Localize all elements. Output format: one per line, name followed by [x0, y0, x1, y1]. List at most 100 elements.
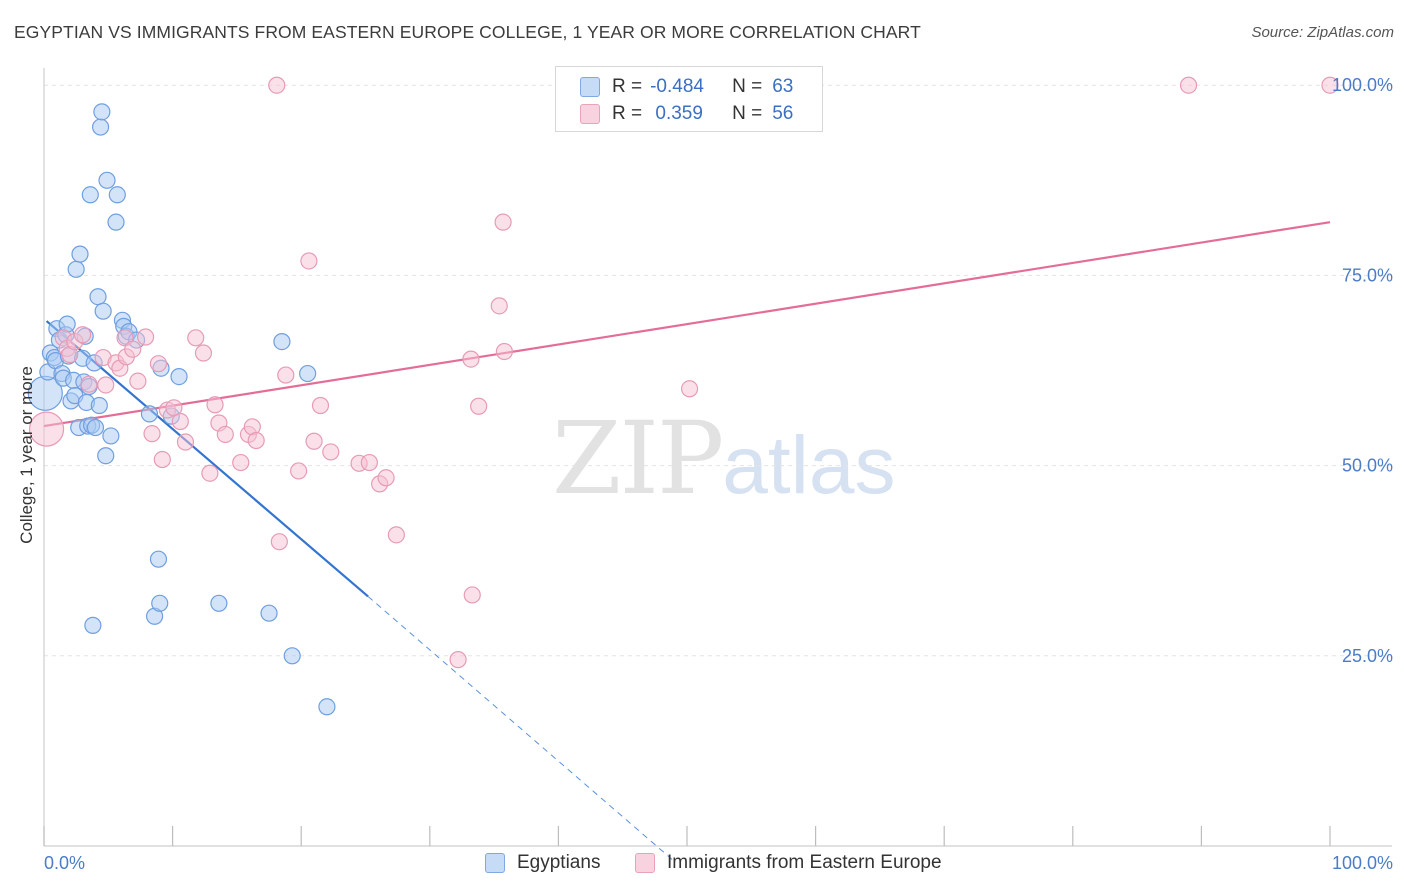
point-egyptians: [90, 396, 108, 415]
legend-swatch-blue: [580, 77, 600, 97]
point-egyptians: [67, 260, 85, 278]
legend-r-label: R =: [612, 103, 643, 124]
point-eastern-europe: [149, 355, 168, 373]
point-eastern-europe: [201, 464, 219, 482]
series-legend-label: Immigrants from Eastern Europe: [667, 852, 942, 873]
point-eastern-europe: [322, 443, 340, 461]
point-eastern-europe: [247, 431, 265, 450]
point-eastern-europe: [216, 425, 234, 444]
watermark-zip: ZIP: [552, 400, 724, 517]
point-egyptians: [151, 594, 169, 612]
point-egyptians: [299, 364, 317, 383]
point-eastern-europe: [268, 76, 286, 94]
series-legend-label: Egyptians: [517, 852, 601, 873]
legend-row-eastern-europe: R = 0.359 N = 56: [580, 102, 793, 126]
grid: [44, 84, 1392, 657]
point-egyptians: [98, 171, 116, 189]
x-tick-label: 100.0%: [1332, 853, 1393, 873]
point-eastern-europe: [270, 533, 288, 551]
trend-line-eastern-europe: [43, 221, 1331, 428]
series-legend-egyptians[interactable]: Egyptians: [485, 852, 600, 874]
point-eastern-europe: [153, 450, 171, 469]
point-eastern-europe: [73, 326, 92, 344]
point-eastern-europe: [680, 380, 699, 398]
point-eastern-europe: [462, 350, 480, 368]
point-egyptians: [283, 647, 301, 665]
source-credit: Source: ZipAtlas.com: [1251, 24, 1394, 41]
point-eastern-europe: [490, 297, 508, 315]
point-eastern-europe: [300, 252, 318, 270]
point-eastern-europe: [232, 453, 250, 472]
point-egyptians: [71, 245, 89, 263]
point-egyptians: [93, 103, 111, 121]
point-eastern-europe: [494, 213, 512, 231]
legend-r-label: R =: [612, 76, 643, 97]
legend-r-value: 0.359: [650, 103, 703, 124]
point-eastern-europe: [28, 411, 65, 447]
point-eastern-europe: [143, 425, 161, 443]
point-egyptians: [140, 405, 159, 423]
point-egyptians: [97, 447, 115, 465]
point-egyptians: [210, 594, 228, 612]
y-tick-label: 100.0%: [1332, 75, 1393, 95]
y-tick-label: 50.0%: [1342, 456, 1393, 476]
point-eastern-europe: [290, 462, 308, 480]
point-egyptians: [149, 550, 168, 568]
point-egyptians: [89, 288, 107, 306]
point-egyptians: [91, 118, 110, 136]
point-eastern-europe: [360, 453, 378, 472]
point-eastern-europe: [194, 344, 213, 362]
point-eastern-europe: [80, 375, 98, 393]
point-eastern-europe: [97, 376, 115, 394]
point-eastern-europe: [187, 329, 205, 347]
point-eastern-europe: [206, 396, 224, 414]
legend-n-value: 63: [772, 76, 794, 97]
x-tick-label: 0.0%: [44, 853, 85, 873]
point-eastern-europe: [1179, 76, 1198, 94]
point-eastern-europe: [1321, 76, 1339, 94]
y-tick-label: 75.0%: [1342, 265, 1393, 285]
data-points: [27, 76, 1339, 716]
point-eastern-europe: [305, 432, 323, 450]
correlation-legend: R = -0.484 N = 63 R = 0.359 N = 56: [555, 66, 823, 132]
point-eastern-europe: [124, 340, 142, 358]
axes: [43, 68, 1392, 847]
point-egyptians: [107, 213, 125, 231]
legend-r-value: -0.484: [650, 76, 704, 97]
trend-lines: [43, 221, 1331, 862]
point-egyptians: [170, 367, 188, 386]
point-egyptians: [94, 302, 112, 320]
point-eastern-europe: [463, 586, 481, 604]
point-egyptians: [102, 427, 120, 445]
point-egyptians: [84, 616, 102, 634]
point-eastern-europe: [277, 366, 295, 384]
series-swatch-pink: [635, 853, 655, 873]
legend-swatch-pink: [580, 104, 600, 124]
point-eastern-europe: [171, 412, 189, 431]
series-swatch-blue: [485, 853, 505, 873]
trend-line-egyptians-extrapolated: [367, 596, 675, 862]
point-egyptians: [81, 186, 99, 204]
point-egyptians: [273, 333, 291, 351]
legend-row-egyptians: R = -0.484 N = 63: [580, 75, 793, 99]
point-eastern-europe: [311, 396, 330, 415]
point-egyptians: [86, 418, 105, 437]
point-egyptians: [108, 186, 126, 204]
chart-title: EGYPTIAN VS IMMIGRANTS FROM EASTERN EURO…: [14, 22, 921, 42]
point-eastern-europe: [470, 397, 488, 415]
point-egyptians: [260, 604, 278, 622]
y-tick-label: 25.0%: [1342, 646, 1393, 666]
point-eastern-europe: [129, 372, 147, 390]
point-egyptians: [318, 698, 336, 716]
watermark: ZIPatlas: [552, 400, 896, 517]
point-eastern-europe: [377, 469, 395, 487]
legend-n-value: 56: [772, 103, 794, 124]
point-eastern-europe: [136, 328, 155, 346]
series-legend: Egyptians Immigrants from Eastern Europe: [0, 852, 1406, 876]
legend-n-label: N =: [732, 103, 763, 124]
series-legend-eastern-europe[interactable]: Immigrants from Eastern Europe: [635, 852, 942, 874]
legend-n-label: N =: [732, 76, 763, 97]
y-axis-label: College, 1 year or more: [17, 366, 36, 544]
point-eastern-europe: [449, 651, 467, 669]
